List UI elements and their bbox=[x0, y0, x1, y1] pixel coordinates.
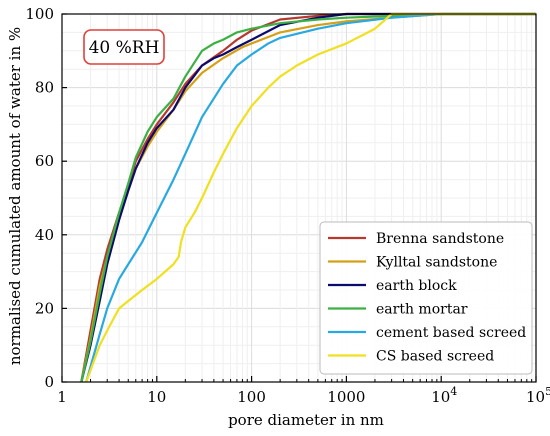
x-tick-label: 10 bbox=[147, 388, 166, 406]
series-line-5 bbox=[85, 12, 536, 383]
axis-ticks: 0 20 40 60 80 100 1 10 100 1000 104 105 bbox=[25, 5, 550, 406]
x-tick-label: 104 bbox=[431, 385, 457, 406]
y-tick-label: 100 bbox=[25, 5, 54, 23]
y-tick-label: 40 bbox=[35, 226, 54, 244]
x-tick-label: 1 bbox=[57, 388, 67, 406]
legend-label-4: cement based screed bbox=[376, 325, 526, 341]
series-line-0 bbox=[80, 12, 536, 383]
series-line-4 bbox=[85, 12, 536, 383]
y-tick-label: 60 bbox=[35, 152, 54, 170]
legend: Brenna sandstone Kylltal sandstone earth b… bbox=[319, 221, 533, 375]
legend-label-3: earth mortar bbox=[376, 302, 468, 318]
plot-area-frame bbox=[61, 13, 537, 383]
x-tick-label: 100 bbox=[237, 388, 266, 406]
legend-label-2: earth block bbox=[376, 278, 457, 294]
annotation-frame bbox=[83, 29, 165, 65]
legend-label-5: CS based screed bbox=[376, 349, 494, 365]
annotation-box: 40 %RH bbox=[83, 29, 165, 65]
y-axis-title: normalised cumulated amount of water in … bbox=[6, 27, 24, 365]
x-tick-label: 1000 bbox=[327, 388, 365, 406]
annotation-text: 40 %RH bbox=[89, 38, 160, 58]
x-tick-label: 105 bbox=[526, 385, 550, 406]
y-tick-label: 80 bbox=[35, 79, 54, 97]
y-tick-label: 20 bbox=[35, 299, 54, 317]
series-line-2 bbox=[80, 12, 536, 383]
x-axis-title: pore diameter in nm bbox=[228, 411, 384, 429]
legend-label-1: Kylltal sandstone bbox=[376, 255, 497, 271]
y-tick-label: 0 bbox=[44, 373, 54, 391]
series-lines bbox=[80, 12, 536, 383]
series-line-3 bbox=[80, 12, 536, 383]
legend-label-0: Brenna sandstone bbox=[376, 231, 504, 247]
legend-frame bbox=[319, 221, 533, 375]
grid bbox=[62, 14, 536, 382]
